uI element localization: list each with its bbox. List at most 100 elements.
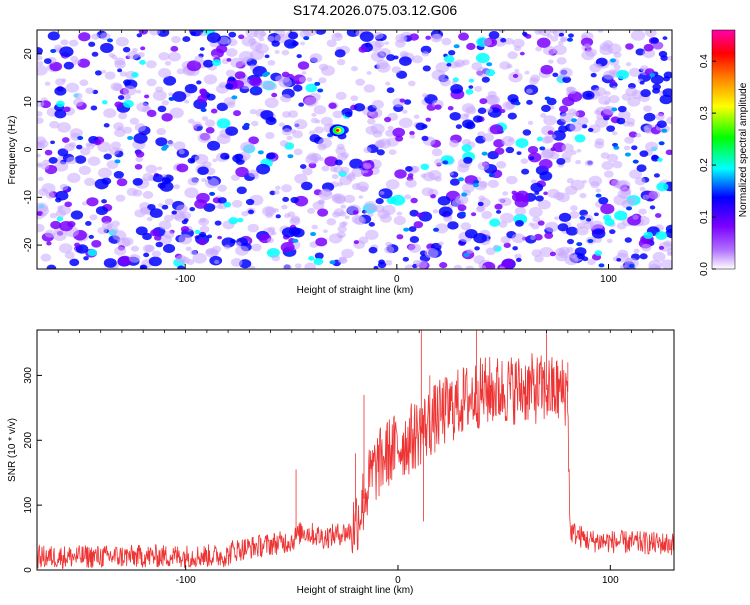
heatmap-cell	[159, 181, 174, 192]
heatmap-cell	[267, 237, 275, 244]
heatmap-cell	[169, 107, 184, 119]
heatmap-cell	[344, 111, 353, 118]
heatmap-cell	[310, 232, 317, 237]
heatmap-cell	[291, 40, 299, 47]
heatmap-cell	[271, 92, 278, 98]
heatmap-cell	[468, 78, 475, 83]
heatmap-cell	[564, 185, 578, 196]
heatmap-cell	[110, 226, 119, 233]
heatmap-cell	[158, 203, 164, 208]
heatmap-cell	[117, 237, 131, 248]
heatmap-cell	[87, 156, 101, 166]
heatmap-cell	[594, 250, 603, 256]
heatmap-cell	[385, 241, 393, 247]
heatmap-cell	[640, 89, 651, 98]
heatmap-cell	[207, 140, 221, 151]
heatmap-cell	[40, 253, 52, 262]
heatmap-cell	[85, 221, 92, 226]
heatmap-cell	[650, 37, 659, 44]
heatmap-cell	[187, 177, 199, 186]
heatmap-cell	[495, 209, 502, 214]
heatmap-cell	[294, 263, 302, 269]
heatmap-cell	[558, 125, 568, 133]
heatmap-cell	[379, 191, 385, 195]
heatmap-cell	[320, 188, 332, 197]
heatmap-cell	[84, 177, 96, 187]
heatmap-cell	[549, 151, 560, 160]
heatmap-cell	[587, 258, 596, 266]
heatmap-cell	[481, 76, 490, 83]
line-x-tick-label: -100	[176, 575, 196, 586]
heatmap-cell	[294, 173, 308, 184]
heatmap-cell	[184, 99, 190, 104]
heatmap-cell	[271, 231, 277, 236]
heatmap-cell	[396, 234, 404, 240]
heatmap-cell	[86, 197, 99, 207]
heatmap-cell	[284, 213, 291, 219]
heatmap-cell	[248, 136, 259, 145]
heatmap-cell	[45, 191, 55, 199]
heatmap-cell	[74, 59, 81, 64]
heatmap-cell	[318, 137, 332, 149]
heatmap-cell	[487, 179, 499, 188]
heatmap-cell	[64, 143, 75, 152]
figure-title: S174.2026.075.03.12.G06	[293, 2, 457, 18]
heatmap-cell	[311, 224, 318, 230]
heatmap-cell	[256, 163, 271, 175]
heatmap-cell	[415, 260, 428, 269]
heatmap-cell	[461, 192, 468, 197]
heatmap-cell	[488, 173, 495, 178]
heatmap-cell	[296, 54, 302, 59]
heatmap-cell	[611, 131, 618, 136]
heatmap-cell	[514, 101, 521, 106]
heatmap-cell	[568, 108, 577, 115]
heatmap-cell	[568, 33, 574, 38]
heatmap-cell	[394, 169, 407, 179]
heatmap-cell	[271, 40, 280, 47]
heatmap-cell	[552, 44, 567, 55]
heatmap-cell	[378, 188, 393, 199]
heatmap-cell	[421, 135, 429, 141]
heatmap-cell	[639, 186, 646, 192]
heatmap-cell	[116, 178, 128, 187]
heatmap-cell	[251, 120, 259, 127]
colorbar-tick-label: 0.1	[699, 210, 710, 224]
heatmap-cell	[566, 178, 574, 184]
heatmap-cell	[247, 209, 255, 215]
heatmap-cell	[65, 82, 80, 93]
heatmap-cell	[558, 212, 572, 223]
heatmap-cell	[220, 152, 230, 160]
heatmap-cell	[166, 140, 175, 147]
heatmap-cell	[612, 142, 619, 147]
heatmap-cell	[52, 230, 67, 241]
heatmap-cell	[126, 187, 138, 197]
heatmap-cell	[194, 55, 204, 63]
heatmap-cell	[544, 221, 559, 233]
heatmap-cell	[301, 181, 313, 191]
heatmap-cell	[603, 170, 614, 178]
heatmap-cell	[134, 163, 143, 170]
heatmap-cell	[425, 117, 432, 122]
heatmap-cell	[47, 31, 60, 41]
heatmap-cell	[537, 199, 551, 210]
heatmap-cell	[311, 112, 317, 117]
heatmap-cell	[583, 221, 595, 230]
heatmap-cell	[516, 151, 522, 156]
heatmap-cell	[135, 226, 148, 236]
heatmap-cell	[157, 166, 163, 171]
heatmap-cell	[204, 119, 216, 128]
heatmap-cell	[107, 38, 114, 43]
heatmap-cell	[581, 124, 588, 129]
heatmap-cell	[217, 235, 223, 240]
heatmap-cell	[157, 68, 172, 78]
heatmap-cell	[108, 52, 115, 58]
heatmap-cell	[559, 67, 573, 78]
heatmap-cell	[310, 153, 322, 162]
heatmap-cell	[60, 39, 69, 46]
heatmap-cell	[633, 248, 640, 254]
heatmap-cell	[336, 153, 348, 161]
heatmap-cell	[441, 37, 452, 46]
heatmap-cell	[310, 117, 319, 124]
heatmap-cell	[658, 50, 668, 58]
heatmap-cell	[384, 116, 392, 123]
